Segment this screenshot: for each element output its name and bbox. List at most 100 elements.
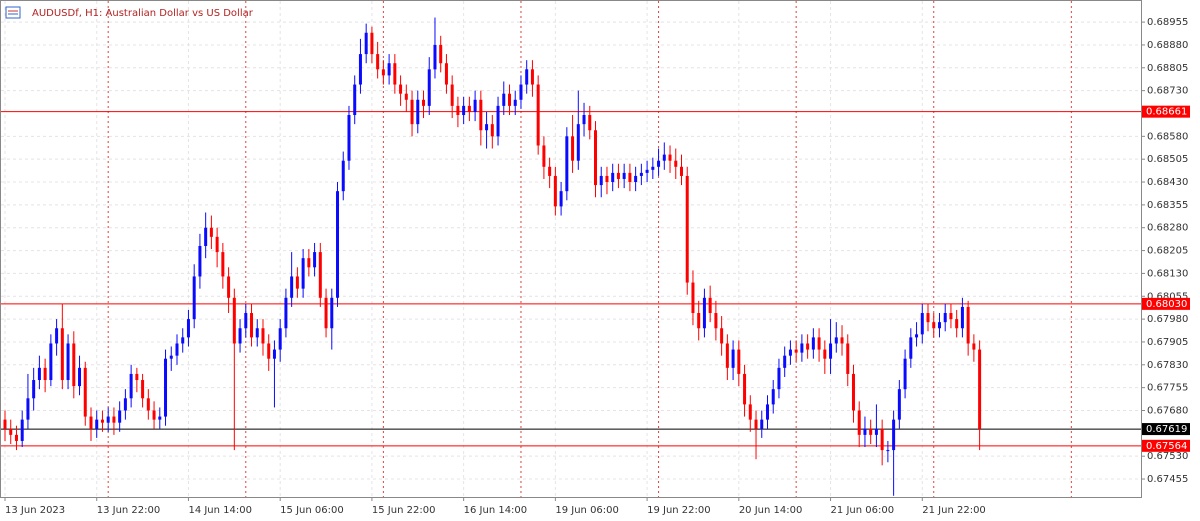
candle-body — [702, 297, 706, 329]
x-tick-label: 15 Jun 06:00 — [280, 505, 344, 516]
candle-body — [232, 297, 236, 344]
candle-body — [32, 380, 36, 399]
candle-body — [628, 172, 632, 183]
candle-body — [978, 349, 982, 429]
candle-body — [43, 367, 47, 381]
candle-body — [599, 175, 603, 186]
candle-body — [645, 169, 649, 173]
candle-body — [238, 328, 242, 344]
candle-body — [439, 44, 443, 64]
candle-body — [874, 428, 878, 435]
candle-body — [748, 404, 752, 420]
x-tick-label: 13 Jun 22:00 — [97, 505, 161, 516]
candle-body — [20, 419, 24, 441]
candle-body — [817, 337, 821, 350]
candle-body — [771, 389, 775, 405]
candle-body — [330, 297, 334, 329]
candle-body — [588, 115, 592, 131]
candle-body — [972, 343, 976, 350]
candle-body — [760, 419, 764, 429]
chart-title: AUDUSDf, H1: Australian Dollar vs US Dol… — [32, 8, 254, 19]
candle-body — [788, 349, 792, 356]
y-tick-label: 0.68205 — [1147, 246, 1188, 257]
candle-body — [559, 191, 563, 207]
level-price-label: 0.68661 — [1146, 107, 1187, 118]
candle-body — [605, 175, 609, 183]
candle-body — [244, 313, 248, 329]
candle-body — [611, 172, 615, 183]
candle-body — [141, 380, 145, 399]
candle-body — [496, 105, 500, 137]
candle-body — [502, 93, 506, 106]
candle-body — [811, 337, 815, 350]
candle-body — [548, 166, 552, 176]
candle-body — [301, 258, 305, 289]
candle-body — [83, 367, 87, 417]
candle-body — [353, 84, 357, 116]
candle-body — [146, 398, 150, 411]
candle-body — [209, 227, 213, 237]
menu-icon — [5, 6, 21, 19]
y-tick-label: 0.68055 — [1147, 291, 1188, 302]
plot-frame — [0, 0, 1142, 498]
candle-body — [725, 343, 729, 368]
candle-body — [118, 410, 122, 423]
candle-body — [651, 166, 655, 170]
candle-body — [106, 416, 110, 423]
x-tick-label: 16 Jun 14:00 — [464, 505, 528, 516]
candle-body — [49, 343, 53, 381]
candle-body — [823, 349, 827, 359]
candle-body — [714, 313, 718, 329]
candle-body — [897, 389, 901, 420]
candle-body — [164, 358, 168, 417]
candle-body — [381, 69, 385, 76]
candle-body — [152, 410, 156, 420]
candle-body — [639, 172, 643, 176]
candle-body — [255, 328, 259, 338]
candle-body — [261, 328, 265, 344]
candle-body — [370, 32, 374, 55]
candle-body — [204, 227, 208, 246]
candle-body — [66, 343, 70, 381]
candle-body — [267, 343, 271, 359]
candle-body — [278, 328, 282, 350]
candle-body — [416, 99, 420, 125]
plot-layer — [1, 1, 1141, 497]
candle-body — [525, 69, 529, 85]
candle-body — [685, 175, 689, 283]
candle-body — [880, 428, 884, 451]
candle-body — [553, 175, 557, 207]
candle-body — [960, 306, 964, 329]
candle-body — [404, 93, 408, 100]
candle-body — [668, 154, 672, 161]
candle-body — [9, 428, 13, 435]
candle-body — [123, 398, 127, 411]
candle-body — [26, 398, 30, 420]
candle-body — [467, 105, 471, 112]
candle-body — [410, 99, 414, 125]
candle-body — [616, 172, 620, 179]
candle-body — [909, 337, 913, 359]
candle-body — [444, 63, 448, 85]
candle-body — [634, 175, 638, 183]
candle-body — [508, 93, 512, 106]
candle-body — [221, 252, 225, 277]
candle-body — [399, 84, 403, 94]
y-tick-label: 0.67680 — [1147, 405, 1188, 416]
candle-body — [949, 313, 953, 320]
candle-body — [473, 99, 477, 112]
candle-body — [181, 337, 185, 344]
candle-body — [37, 367, 41, 381]
candle-body — [915, 334, 919, 338]
candle-body — [387, 63, 391, 76]
candle-body — [456, 105, 460, 116]
candle-body — [198, 245, 202, 277]
candle-body — [708, 297, 712, 314]
candle-body — [307, 258, 311, 268]
candle-body — [78, 367, 82, 387]
candle-body — [840, 337, 844, 344]
candle-body — [806, 343, 810, 350]
candle-body — [479, 99, 483, 131]
candle-body — [324, 297, 328, 329]
candle-body — [697, 313, 701, 329]
